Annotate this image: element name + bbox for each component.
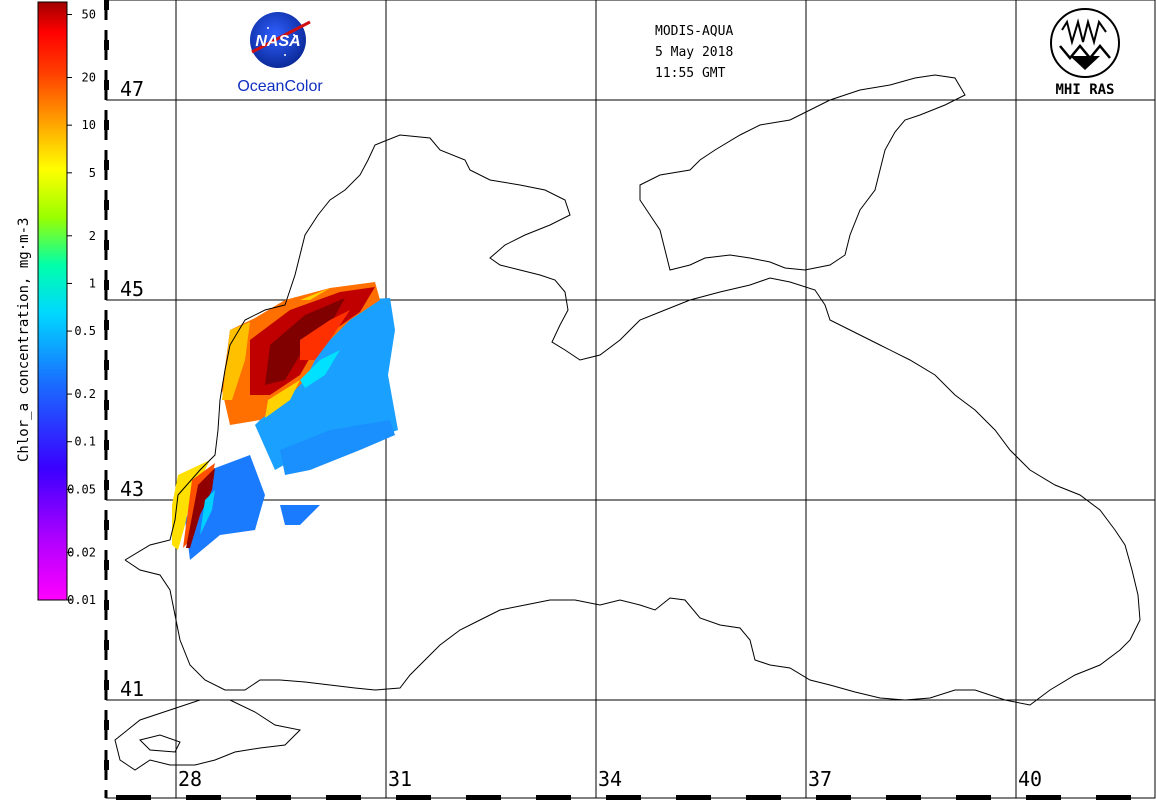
colorbar-ticks: 50 20 10 5 2 1 0.5 0.2 0.1 0.05 0.02 0.01 (67, 8, 96, 607)
ruler-segment (606, 795, 641, 800)
colorbar-tick-label: 0.1 (74, 435, 96, 449)
oceancolor-wordmark: OceanColor (237, 78, 323, 95)
lat-label-43: 43 (120, 477, 144, 501)
colorbar-label: Chlor_a concentration, mg·m-3 (16, 218, 32, 462)
colorbar: Chlor_a concentration, mg·m-3 50 20 10 5 2 1 0… (16, 1, 96, 607)
ruler-segment (104, 420, 109, 430)
longitude-ruler (116, 795, 1131, 800)
ruler-segment (186, 795, 221, 800)
ruler-segment (104, 320, 109, 330)
colorbar-gradient (37, 1, 68, 601)
lat-label-45: 45 (120, 277, 144, 301)
ruler-segment (104, 580, 109, 590)
ruler-segment (104, 620, 109, 630)
ruler-segment (104, 280, 109, 290)
ruler-segment (104, 140, 109, 150)
date-label: 5 May 2018 (655, 45, 733, 60)
ruler-segment (396, 795, 431, 800)
colorbar-tick-label: 0.05 (67, 482, 96, 496)
ruler-segment (104, 460, 109, 470)
header: MODIS-AQUA 5 May 2018 11:55 GMT (655, 24, 733, 81)
lon-label-37: 37 (808, 767, 832, 791)
colorbar-tick-label: 0.02 (67, 545, 96, 559)
colorbar-tick-label: 2 (89, 229, 96, 243)
ruler-segment (104, 640, 109, 650)
ruler-segment (536, 795, 571, 800)
lon-labels: 28 31 34 37 40 (178, 767, 1042, 791)
ruler-segment (104, 660, 109, 670)
chlorophyll-pixels (172, 282, 398, 560)
ruler-segment (104, 120, 109, 130)
ruler-segment (104, 400, 109, 410)
ruler-segment (676, 795, 711, 800)
colorbar-tick-label: 0.5 (74, 324, 96, 338)
ruler-segment (104, 240, 109, 250)
ruler-segment (104, 560, 109, 570)
ruler-segment (104, 740, 109, 750)
nasa-logo: NASA OceanColor (237, 12, 323, 95)
colorbar-tick-label: 20 (82, 71, 96, 85)
ruler-segment (326, 795, 361, 800)
colorbar-tick-label: 10 (82, 118, 96, 132)
ruler-segment (746, 795, 781, 800)
ruler-segment (104, 480, 109, 490)
ruler-segment (256, 795, 291, 800)
ruler-segment (104, 680, 109, 690)
ruler-segment (104, 40, 109, 50)
ruler-segment (104, 160, 109, 170)
ruler-segment (104, 100, 109, 110)
time-label: 11:55 GMT (655, 66, 726, 81)
ruler-segment (104, 0, 109, 10)
ruler-segment (104, 780, 109, 790)
lat-labels: 47 45 43 41 (120, 77, 144, 701)
ruler-segment (1096, 795, 1131, 800)
lon-label-40: 40 (1018, 767, 1042, 791)
ruler-segment (1026, 795, 1061, 800)
mhi-ras-logo: MHI RAS (1050, 8, 1120, 98)
lon-label-28: 28 (178, 767, 202, 791)
ruler-segment (104, 340, 109, 350)
colorbar-tick-label: 0.01 (67, 593, 96, 607)
colorbar-tick-label: 1 (89, 276, 96, 290)
ruler-segment (104, 80, 109, 90)
ruler-segment (956, 795, 991, 800)
sensor-label: MODIS-AQUA (655, 24, 733, 39)
lon-label-31: 31 (388, 767, 412, 791)
ruler-segment (104, 720, 109, 730)
ruler-segment (116, 795, 151, 800)
lon-label-34: 34 (598, 767, 622, 791)
ruler-segment (104, 20, 109, 30)
ruler-segment (104, 180, 109, 190)
lat-label-41: 41 (120, 677, 144, 701)
coastline (114, 74, 1141, 771)
ruler-segment (466, 795, 501, 800)
ruler-segment (104, 440, 109, 450)
ruler-segment (104, 540, 109, 550)
ruler-segment (104, 600, 109, 610)
ruler-segment (104, 220, 109, 230)
nasa-wordmark: NASA (255, 33, 300, 50)
ruler-segment (104, 300, 109, 310)
map-frame (104, 0, 1156, 800)
ruler-segment (104, 500, 109, 510)
ruler-segment (104, 200, 109, 210)
mhi-ras-wordmark: MHI RAS (1055, 82, 1114, 98)
colorbar-tick-label: 5 (89, 166, 96, 180)
ruler-segment (104, 360, 109, 370)
ruler-segment (104, 520, 109, 530)
latitude-ruler (104, 0, 109, 790)
ruler-segment (104, 380, 109, 390)
ruler-segment (886, 795, 921, 800)
ruler-segment (104, 60, 109, 70)
colorbar-tick-label: 0.2 (74, 387, 96, 401)
ruler-segment (816, 795, 851, 800)
lat-label-47: 47 (120, 77, 144, 101)
ruler-segment (104, 260, 109, 270)
ruler-segment (104, 760, 109, 770)
ruler-segment (104, 700, 109, 710)
colorbar-tick-label: 50 (82, 8, 96, 22)
